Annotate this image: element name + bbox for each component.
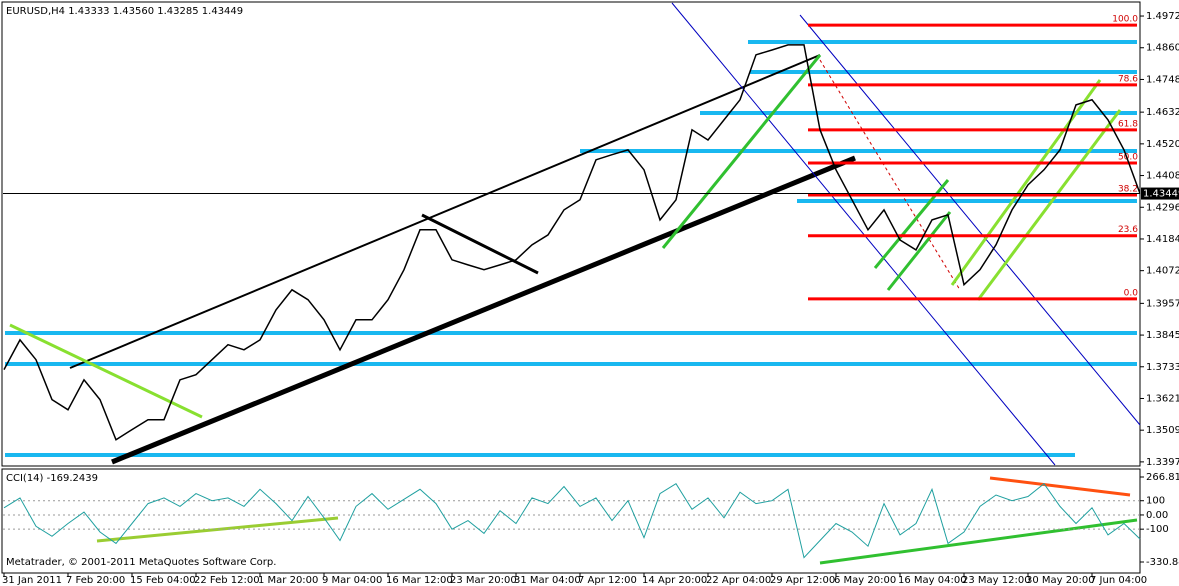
- y-tick-label: 1.37330: [1146, 362, 1179, 373]
- trend-line: [661, 54, 822, 249]
- trend-line: [9, 323, 203, 419]
- y-tick-label: 1.46325: [1146, 107, 1179, 118]
- x-tick-label: 7 Feb 20:00: [66, 575, 125, 586]
- cci-title: CCI(14) -169.2439: [6, 473, 98, 484]
- y-tick-label: 1.41845: [1146, 234, 1179, 245]
- fib-label: 50.0: [1118, 152, 1138, 162]
- series-line: [3, 44, 1141, 441]
- y-tick-label: -330.845: [1146, 557, 1179, 568]
- y-tick-label: 1.47480: [1146, 74, 1179, 85]
- y-tick-label: -100: [1146, 524, 1169, 535]
- fib-label: 23.6: [1118, 225, 1138, 235]
- fib-label: 100.0: [1112, 15, 1138, 25]
- y-tick-label: 1.35090: [1146, 425, 1179, 436]
- trend-line: [111, 155, 856, 465]
- price-panel: [1, 1, 1141, 467]
- x-tick-label: 30 May 20:00: [1026, 575, 1095, 586]
- y-tick-label: 1.36210: [1146, 393, 1179, 404]
- x-tick-label: 7 Apr 12:00: [578, 575, 637, 586]
- cci-trend-line: [819, 518, 1138, 565]
- trend-line: [886, 211, 952, 291]
- x-tick-label: 22 Apr 04:00: [706, 575, 771, 586]
- series-line: [3, 482, 1141, 559]
- x-tick-label: 31 Jan 2011: [2, 575, 62, 586]
- last-price-label: 1.43449: [1143, 189, 1179, 200]
- trend-line: [976, 109, 1122, 301]
- cci-trend-line: [96, 516, 339, 543]
- y-tick-label: 1.48600: [1146, 43, 1179, 54]
- y-tick-label: 266.819: [1146, 472, 1179, 483]
- fib-label: 38.2: [1118, 184, 1138, 194]
- chart-title: EURUSD,H4 1.43333 1.43560 1.43285 1.4344…: [6, 6, 243, 17]
- y-tick-label: 1.39570: [1146, 298, 1179, 309]
- cci-panel: [1, 468, 1141, 574]
- fib-label: 61.8: [1118, 119, 1138, 129]
- y-tick-label: 1.45205: [1146, 139, 1179, 150]
- x-tick-label: 16 May 04:00: [898, 575, 967, 586]
- y-tick-label: 0.00: [1146, 510, 1168, 521]
- cci-trend-line: [989, 476, 1131, 497]
- y-tick-label: 1.44085: [1146, 171, 1179, 182]
- channel-line: [671, 2, 1056, 466]
- fib-baseline: [819, 59, 961, 291]
- y-tick-label: 1.38450: [1146, 330, 1179, 341]
- x-tick-label: 1 Mar 20:00: [258, 575, 318, 586]
- y-tick-label: 1.49720: [1146, 11, 1179, 22]
- x-tick-label: 6 May 20:00: [834, 575, 896, 586]
- fib-label: 78.6: [1118, 74, 1138, 84]
- last-price-box: [1141, 187, 1179, 200]
- x-tick-label: 9 Mar 04:00: [322, 575, 382, 586]
- x-tick-label: 23 May 12:00: [962, 575, 1031, 586]
- trend-line: [69, 54, 821, 369]
- x-tick-label: 31 Mar 04:00: [514, 575, 581, 586]
- x-tick-label: 16 Mar 12:00: [386, 575, 453, 586]
- fib-label: 0.0: [1124, 288, 1139, 298]
- trend-line: [421, 213, 539, 275]
- x-tick-label: 14 Apr 20:00: [642, 575, 707, 586]
- x-tick-label: 29 Apr 12:00: [770, 575, 835, 586]
- x-tick-label: 23 Mar 20:00: [450, 575, 517, 586]
- y-tick-label: 1.40725: [1146, 266, 1179, 277]
- footer: Metatrader, © 2001-2011 MetaQuotes Softw…: [6, 557, 276, 568]
- trend-line: [950, 79, 1102, 286]
- y-tick-label: 100: [1146, 496, 1165, 507]
- y-tick-label: 1.42965: [1146, 202, 1179, 213]
- x-tick-label: 15 Feb 04:00: [130, 575, 196, 586]
- x-tick-label: 22 Feb 12:00: [194, 575, 260, 586]
- drawings: [5, 2, 1141, 565]
- y-tick-label: 1.33970: [1146, 457, 1179, 468]
- x-tick-label: 7 Jun 04:00: [1090, 575, 1147, 586]
